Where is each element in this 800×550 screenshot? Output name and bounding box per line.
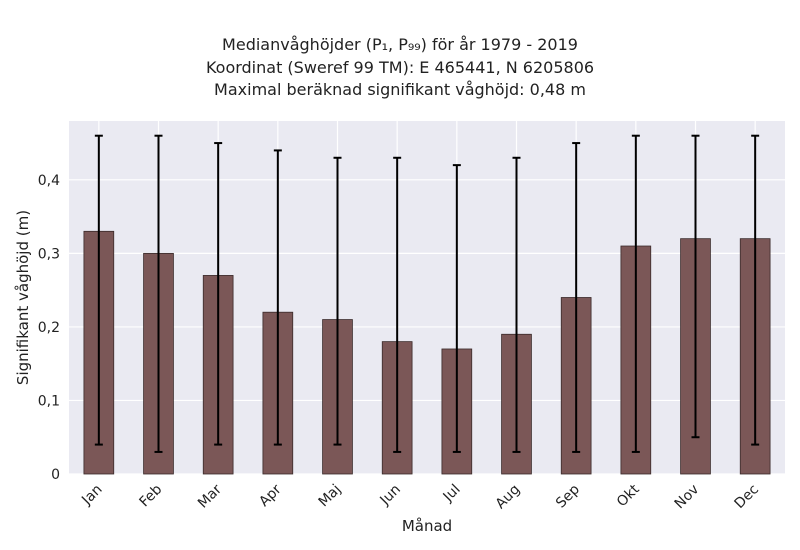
error-bar-dec: [751, 134, 760, 446]
y-axis-ticks: 0 0,1 0,2 0,3 0,4: [38, 173, 60, 483]
y-tick-label: 0,1: [38, 393, 60, 409]
error-bar-mar: [214, 142, 223, 446]
error-bars: [94, 134, 760, 453]
x-tick-label: Jul: [440, 482, 464, 506]
error-bar-aug: [512, 156, 521, 453]
x-tick-label: Nov: [672, 482, 703, 513]
chart-title-line-3: Maximal beräknad signifikant våghöjd: 0,…: [214, 80, 586, 99]
error-bar-maj: [333, 156, 342, 446]
error-bar-okt: [631, 134, 640, 453]
chart-title-line-2: Koordinat (Sweref 99 TM): E 465441, N 62…: [205, 58, 595, 77]
error-bar-sep: [572, 142, 581, 453]
x-tick-label: Dec: [732, 482, 762, 512]
x-tick-label: Aug: [493, 482, 524, 513]
error-bar-jun: [393, 156, 402, 453]
x-axis-ticks: Jan Feb Mar Apr Maj Jun Jul Aug Sep Okt Nov Dec: [78, 481, 762, 512]
error-bar-apr: [273, 149, 282, 446]
error-bar-nov: [691, 134, 700, 439]
plot-area: [69, 121, 785, 474]
x-tick-label: Jun: [377, 482, 404, 509]
y-tick-label: 0,2: [38, 320, 60, 336]
error-bar-jan: [94, 134, 103, 446]
y-tick-label: 0,4: [38, 173, 60, 189]
x-tick-label: Okt: [614, 481, 643, 510]
y-tick-label: 0: [51, 467, 60, 483]
x-tick-label: Jan: [78, 482, 105, 509]
x-tick-label: Mar: [195, 481, 225, 511]
x-tick-label: Maj: [316, 482, 345, 511]
y-axis-label: Signifikant våghöjd (m): [14, 210, 32, 385]
x-tick-label: Sep: [553, 481, 583, 511]
x-tick-label: Apr: [256, 481, 285, 510]
x-tick-label: Feb: [136, 481, 165, 510]
y-tick-label: 0,3: [38, 246, 60, 262]
error-bar-jul: [452, 164, 461, 453]
x-axis-label: Månad: [402, 517, 452, 535]
chart-title-line-1: Medianvåghöjder (P₁, P₉₉) för år 1979 - …: [222, 35, 578, 54]
error-bar-feb: [154, 134, 163, 453]
